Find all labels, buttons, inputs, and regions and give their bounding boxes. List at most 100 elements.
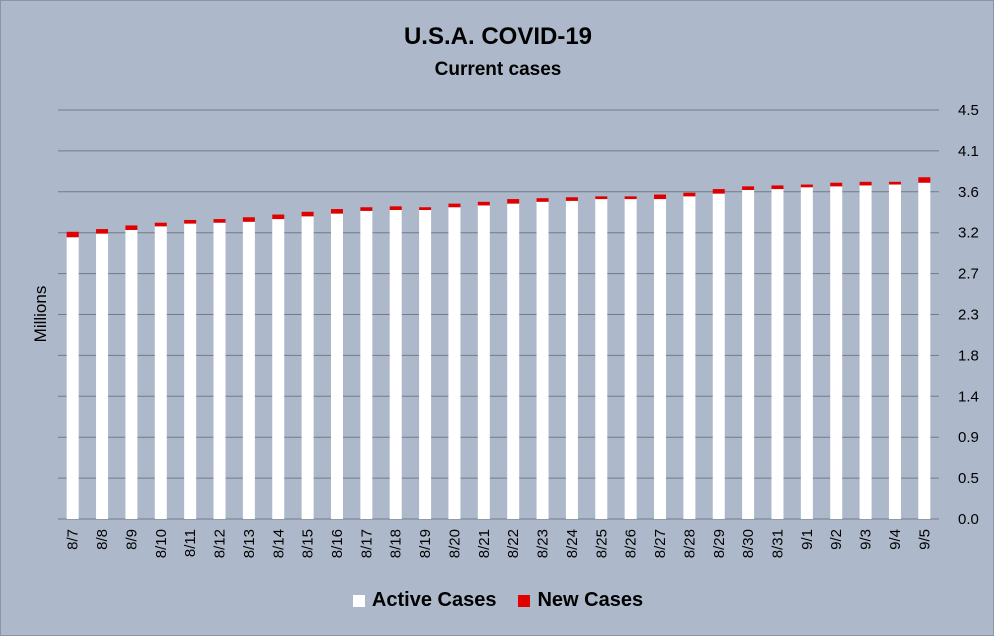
bar-active-cases: [712, 193, 725, 519]
x-tick-label: 8/12: [212, 529, 229, 558]
bar-active-cases: [242, 221, 255, 519]
bar-new-cases: [213, 219, 226, 223]
x-tick-label: 8/10: [153, 529, 170, 558]
legend-swatch-new: [518, 594, 531, 607]
legend: Active Cases New Cases: [1, 589, 994, 612]
bar-active-cases: [624, 199, 637, 519]
bar-active-cases: [859, 185, 872, 519]
x-tick-label: 8/13: [241, 529, 258, 558]
x-tick-label: 8/25: [593, 529, 610, 558]
bar-new-cases: [536, 198, 549, 202]
x-tick-label: 9/5: [916, 529, 933, 550]
y-tick-label: 3.6: [958, 184, 979, 201]
bar-new-cases: [771, 185, 784, 190]
bar-new-cases: [742, 186, 755, 190]
bar-new-cases: [419, 207, 432, 210]
bar-active-cases: [66, 237, 79, 519]
x-tick-label: 9/3: [858, 529, 875, 550]
bar-active-cases: [595, 199, 608, 519]
y-tick-labels: 0.0 0.5 0.9 1.4 1.8 2.3 2.7 3.2 3.6 4.1 4.5: [958, 102, 979, 528]
bar-new-cases: [360, 207, 373, 211]
bar-active-cases: [918, 182, 931, 519]
bar-new-cases: [448, 203, 461, 208]
x-tick-label: 8/24: [564, 529, 581, 558]
bar-active-cases: [507, 203, 520, 520]
bar-active-cases: [477, 205, 490, 519]
bar-new-cases: [477, 201, 490, 206]
bar-active-cases: [330, 213, 343, 519]
bar-active-cases: [654, 199, 667, 519]
y-tick-label: 0.9: [958, 429, 979, 446]
x-tick-label: 8/26: [623, 529, 640, 558]
bar-new-cases: [330, 209, 343, 214]
x-tick-label: 8/30: [740, 529, 757, 558]
bar-active-cases: [213, 222, 226, 520]
bar-new-cases: [154, 222, 167, 227]
bar-active-cases: [683, 196, 696, 519]
x-tick-label: 9/2: [828, 529, 845, 550]
x-tick-label: 8/9: [123, 529, 140, 550]
y-tick-label: 1.8: [958, 347, 979, 364]
y-tick-label: 2.7: [958, 266, 979, 283]
bar-new-cases: [389, 206, 402, 210]
bar-new-cases: [507, 199, 520, 204]
x-tick-label: 8/11: [182, 529, 199, 557]
bar-new-cases: [242, 217, 255, 222]
x-tick-label: 8/19: [417, 529, 434, 558]
legend-item-active: Active Cases: [352, 589, 497, 612]
bars: [66, 177, 931, 520]
bar-active-cases: [301, 216, 314, 519]
bar-new-cases: [683, 192, 696, 197]
bar-new-cases: [918, 177, 931, 183]
x-tick-label: 8/21: [476, 529, 493, 558]
x-tick-label: 8/29: [711, 529, 728, 558]
bar-new-cases: [859, 181, 872, 186]
x-tick-label: 8/16: [329, 529, 346, 558]
bar-active-cases: [154, 226, 167, 520]
bar-active-cases: [389, 209, 402, 519]
y-tick-label: 1.4: [958, 388, 979, 405]
x-tick-label: 8/8: [94, 529, 111, 550]
x-tick-label: 8/15: [300, 529, 317, 558]
y-tick-label: 2.3: [958, 307, 979, 324]
bar-new-cases: [272, 214, 285, 220]
y-tick-label: 0.0: [958, 511, 979, 528]
y-tick-label: 3.2: [958, 225, 979, 242]
x-tick-label: 9/1: [799, 529, 816, 550]
legend-item-new: New Cases: [518, 589, 643, 612]
legend-swatch-active: [352, 594, 365, 607]
bar-active-cases: [888, 184, 901, 520]
bar-new-cases: [624, 196, 637, 200]
bar-active-cases: [565, 200, 578, 519]
y-tick-label: 4.1: [958, 143, 979, 160]
chart-subtitle: Current cases: [434, 59, 562, 80]
bar-new-cases: [184, 219, 197, 224]
bar-active-cases: [360, 210, 373, 520]
bar-active-cases: [771, 189, 784, 519]
bar-new-cases: [301, 211, 314, 217]
bar-active-cases: [448, 207, 461, 520]
bar-active-cases: [272, 219, 285, 520]
legend-label-active: Active Cases: [371, 589, 497, 611]
bar-active-cases: [742, 189, 755, 519]
y-tick-label: 0.5: [958, 470, 979, 487]
x-tick-label: 8/7: [65, 529, 82, 550]
bar-new-cases: [125, 225, 138, 230]
bar-new-cases: [800, 184, 813, 188]
legend-label-new: New Cases: [537, 589, 644, 611]
x-tick-label: 8/23: [535, 529, 552, 558]
x-tick-label: 8/17: [358, 529, 375, 558]
y-tick-label: 4.5: [958, 102, 979, 119]
bar-new-cases: [565, 197, 578, 201]
x-tick-label: 8/28: [681, 529, 698, 558]
bar-new-cases: [888, 181, 901, 185]
x-tick-label: 8/22: [505, 529, 522, 558]
chart-title: U.S.A. COVID-19: [403, 23, 593, 50]
bar-active-cases: [419, 209, 432, 519]
x-tick-label: 8/20: [446, 529, 463, 558]
bar-new-cases: [595, 196, 608, 200]
x-tick-label: 8/18: [388, 529, 405, 558]
bar-active-cases: [830, 186, 843, 519]
